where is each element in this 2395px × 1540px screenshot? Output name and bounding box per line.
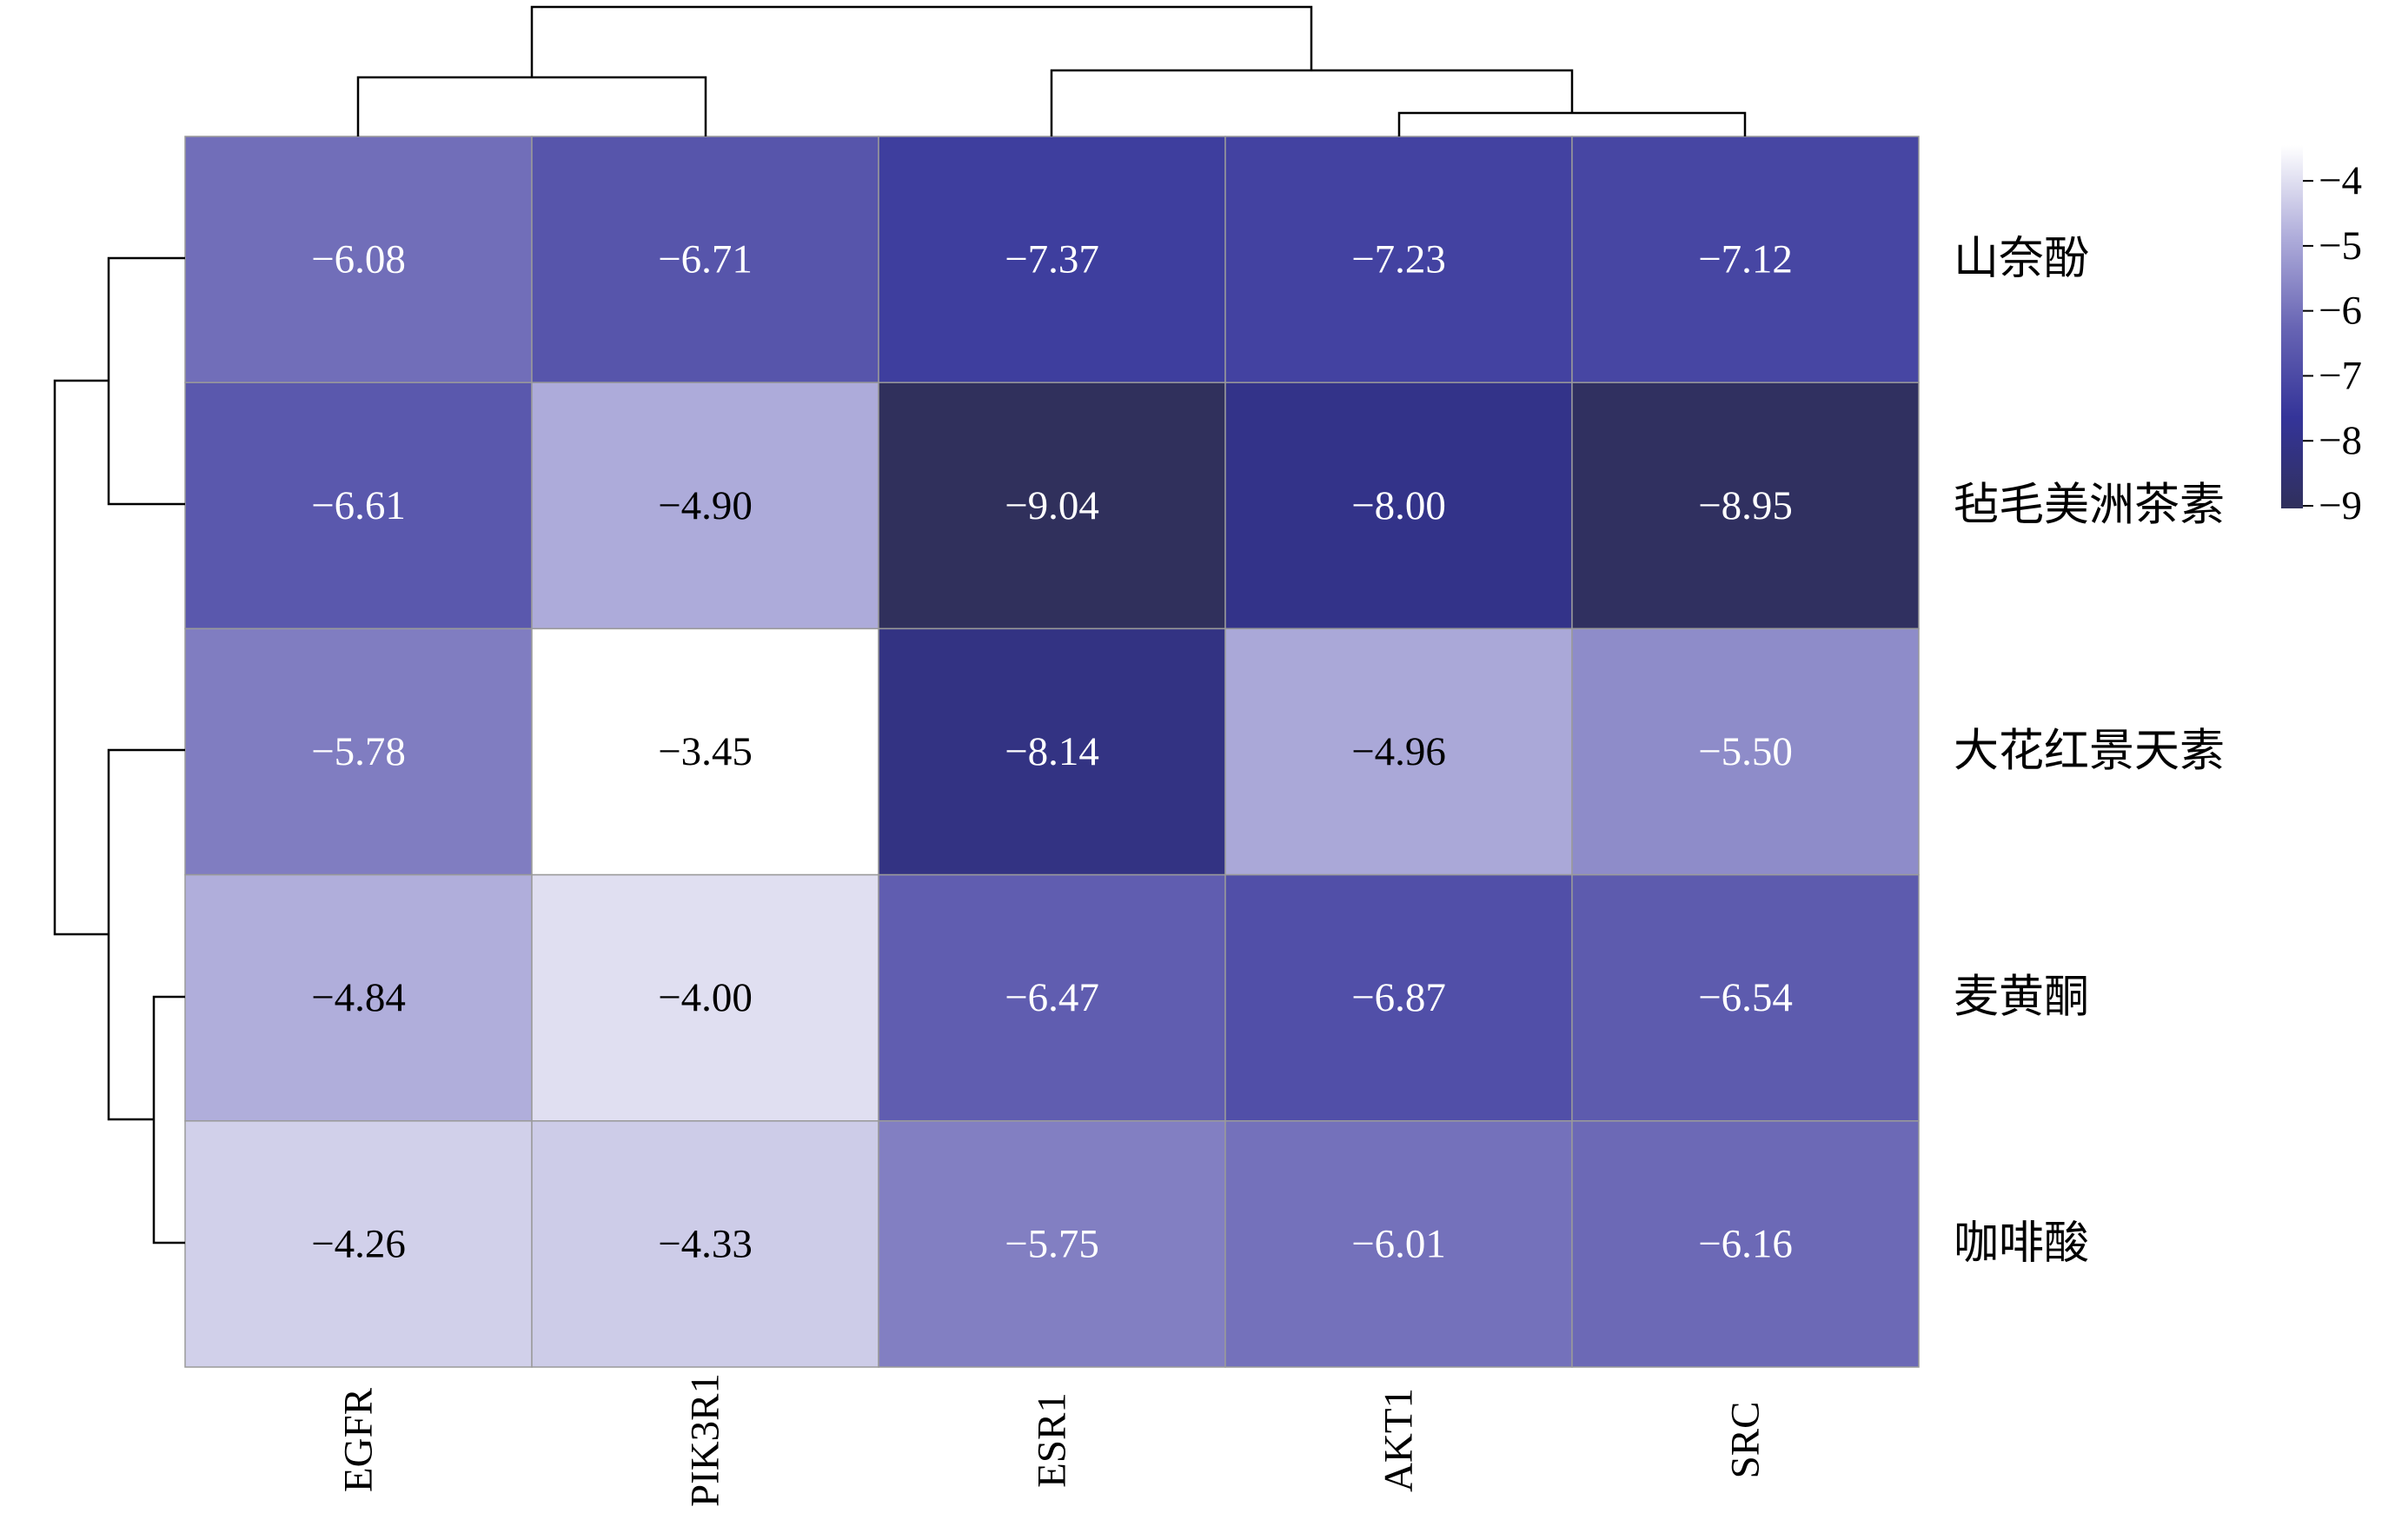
heatmap-cell	[184, 1120, 533, 1368]
colorbar-tick-label: −6	[2319, 289, 2362, 334]
column-label: EGFR	[336, 1387, 381, 1492]
cell-value-label: −9.04	[1005, 483, 1099, 528]
colorbar	[2281, 145, 2303, 508]
heatmap-cell	[1224, 136, 1573, 383]
cell-value-label: −7.12	[1698, 237, 1793, 282]
cell-value-label: −4.96	[1351, 729, 1446, 774]
cell-value-label: −6.08	[311, 237, 406, 282]
colorbar-tick-label: −4	[2319, 158, 2362, 203]
cell-value-label: −3.45	[658, 729, 753, 774]
heatmap-cell	[878, 1120, 1226, 1368]
heatmap-cell	[1571, 627, 1920, 876]
col-dendro-esr1-akt1src	[1050, 69, 1574, 136]
row-label: 咖啡酸	[1954, 1219, 2089, 1269]
heatmap-cell	[184, 382, 533, 630]
cell-value-label: −4.00	[658, 975, 753, 1020]
row-label: 麦黄酮	[1954, 973, 2089, 1023]
heatmap-cell	[531, 136, 879, 383]
cell-value-label: −8.00	[1351, 483, 1446, 528]
heatmap-cell	[1224, 627, 1573, 876]
heatmap-cell	[878, 873, 1226, 1122]
column-dendrogram	[356, 5, 1747, 136]
row-label: 山奈酚	[1954, 235, 2089, 284]
row-dendro-root	[53, 379, 109, 936]
cell-value-label: −5.50	[1698, 729, 1793, 774]
cell-value-label: −6.71	[658, 237, 753, 282]
colorbar-tick-label: −8	[2319, 418, 2362, 463]
column-labels: EGFR PIK3R1 ESR1 AKT1 SRC	[336, 1373, 1768, 1507]
heatmap-cell	[531, 382, 879, 630]
cell-value-label: −6.87	[1351, 975, 1446, 1020]
cell-value-label: −6.47	[1005, 975, 1099, 1020]
colorbar-tick-label: −5	[2319, 223, 2362, 269]
column-label: ESR1	[1030, 1392, 1075, 1488]
cell-value-label: −6.16	[1698, 1221, 1793, 1266]
cell-value-label: −4.33	[658, 1221, 753, 1266]
colorbar-ticks: −4 −5 −6 −7 −8 −9	[2303, 158, 2362, 528]
row-dendrogram	[53, 256, 185, 1245]
heatmap-cell	[878, 382, 1226, 630]
heatmap-cell	[1571, 1120, 1920, 1368]
cell-value-label: −6.61	[311, 483, 406, 528]
colorbar-tick-label: −9	[2319, 483, 2362, 528]
row-dendro-r1-r2	[107, 256, 185, 506]
cell-value-labels: −6.08 −6.71 −7.37 −7.23 −7.12 −6.61 −4.90 −9.04…	[311, 237, 1793, 1267]
row-dendro-r3-r45	[107, 748, 185, 1121]
heatmap-cell	[184, 136, 533, 383]
column-label: SRC	[1723, 1402, 1768, 1479]
heatmap-cell	[531, 627, 879, 876]
cell-value-label: −7.37	[1005, 237, 1099, 282]
heatmap-cell	[1224, 873, 1573, 1122]
col-dendro-akt1-src	[1397, 111, 1747, 136]
heatmap-cell	[1571, 873, 1920, 1122]
col-dendro-root	[530, 5, 1313, 77]
cell-value-label: −4.26	[311, 1221, 406, 1266]
cell-value-label: −5.78	[311, 729, 406, 774]
colorbar-tick-label: −7	[2319, 353, 2362, 398]
row-label: 毡毛美洲茶素	[1954, 481, 2225, 530]
cell-value-label: −8.14	[1005, 729, 1099, 774]
heatmap-cell	[878, 627, 1226, 876]
row-label: 大花红景天素	[1954, 727, 2225, 777]
cell-value-label: −4.84	[311, 975, 406, 1020]
heatmap-cell	[531, 1120, 879, 1368]
heatmap-cell	[1571, 382, 1920, 630]
column-label: AKT1	[1377, 1388, 1422, 1492]
heatmap-cells	[184, 136, 1920, 1368]
cell-value-label: −8.95	[1698, 483, 1793, 528]
cell-value-label: −5.75	[1005, 1221, 1099, 1266]
cell-value-label: −4.90	[658, 483, 753, 528]
col-dendro-egfr-pik3r1	[356, 76, 707, 136]
cell-value-label: −7.23	[1351, 237, 1446, 282]
heatmap-cell	[531, 873, 879, 1122]
column-label: PIK3R1	[683, 1373, 728, 1507]
heatmap-cell	[1571, 136, 1920, 383]
cell-value-label: −6.01	[1351, 1221, 1446, 1266]
cell-value-label: −6.54	[1698, 975, 1793, 1020]
row-dendro-r4-r5	[152, 995, 185, 1245]
